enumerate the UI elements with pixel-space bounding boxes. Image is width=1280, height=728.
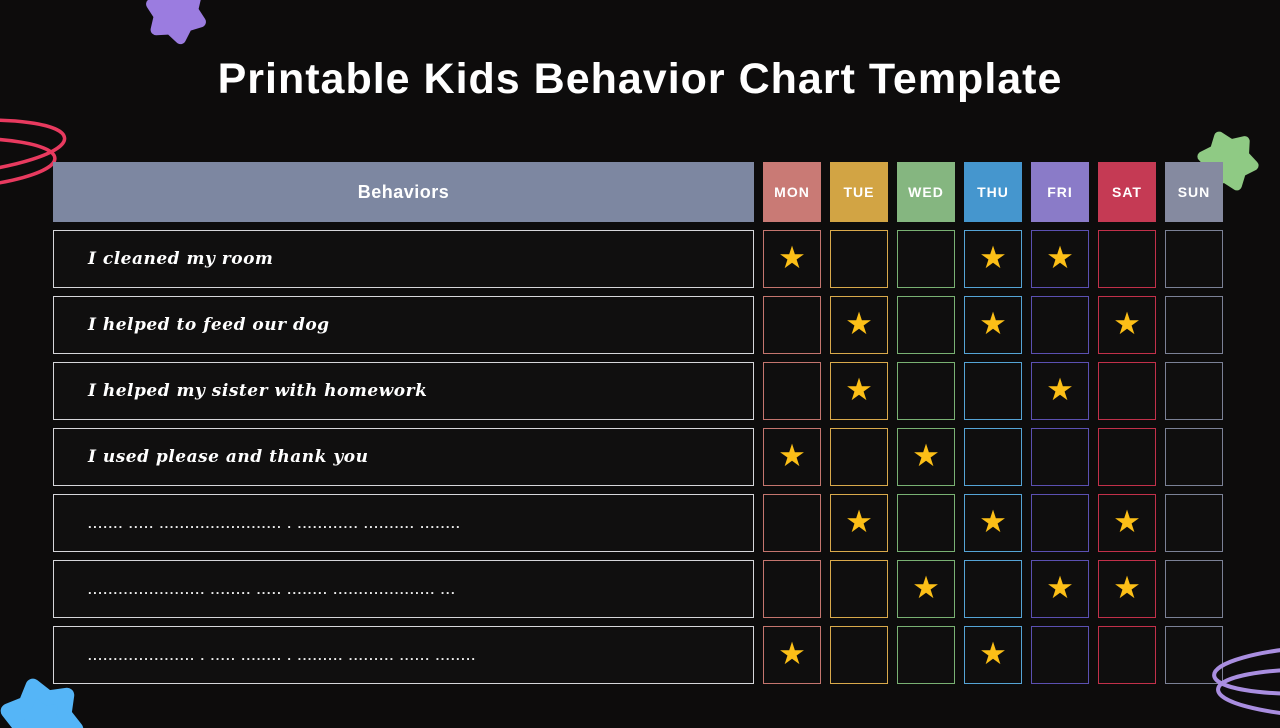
star-cell-r4-sun	[1165, 428, 1223, 486]
behavior-label: I helped to feed our dog	[53, 296, 754, 354]
behavior-label: ....................... ........ ..... .…	[53, 560, 754, 618]
star-cell-r4-thu	[964, 428, 1022, 486]
star-cell-r3-mon	[763, 362, 821, 420]
star-cell-r7-tue	[830, 626, 888, 684]
day-header-sat: SAT	[1098, 162, 1156, 222]
star-cell-r5-mon	[763, 494, 821, 552]
star-cell-r7-sat	[1098, 626, 1156, 684]
star-cell-r6-fri: ★	[1031, 560, 1089, 618]
star-cell-r7-thu: ★	[964, 626, 1022, 684]
star-cell-r2-tue: ★	[830, 296, 888, 354]
star-cell-r3-fri: ★	[1031, 362, 1089, 420]
star-cell-r4-wed: ★	[897, 428, 955, 486]
day-header-sun: SUN	[1165, 162, 1223, 222]
star-icon: ★	[845, 503, 873, 540]
star-cell-r1-mon: ★	[763, 230, 821, 288]
day-header-wed: WED	[897, 162, 955, 222]
behaviors-column-header: Behaviors	[53, 162, 754, 222]
star-cell-r4-mon: ★	[763, 428, 821, 486]
star-cell-r5-thu: ★	[964, 494, 1022, 552]
star-cell-r3-wed	[897, 362, 955, 420]
star-icon: ★	[1046, 371, 1074, 408]
star-icon: ★	[778, 437, 806, 474]
behavior-chart: Behaviors MON TUE WED THU FRI SAT SUN I cleaned…	[53, 162, 1223, 684]
star-cell-r2-sun	[1165, 296, 1223, 354]
star-cell-r4-tue	[830, 428, 888, 486]
star-cell-r7-mon: ★	[763, 626, 821, 684]
star-cell-r1-tue	[830, 230, 888, 288]
star-icon: ★	[912, 569, 940, 606]
day-header-mon: MON	[763, 162, 821, 222]
star-cell-r2-sat: ★	[1098, 296, 1156, 354]
star-cell-r6-sat: ★	[1098, 560, 1156, 618]
star-cell-r5-sun	[1165, 494, 1223, 552]
star-cell-r7-sun	[1165, 626, 1223, 684]
star-icon: ★	[979, 503, 1007, 540]
star-icon: ★	[778, 635, 806, 672]
star-cell-r2-wed	[897, 296, 955, 354]
star-cell-r3-thu	[964, 362, 1022, 420]
star-cell-r5-wed	[897, 494, 955, 552]
star-cell-r2-thu: ★	[964, 296, 1022, 354]
star-cell-r6-wed: ★	[897, 560, 955, 618]
day-header-fri: FRI	[1031, 162, 1089, 222]
star-cell-r6-sun	[1165, 560, 1223, 618]
star-icon: ★	[1113, 305, 1141, 342]
star-icon: ★	[778, 239, 806, 276]
day-header-thu: THU	[964, 162, 1022, 222]
star-cell-r6-tue	[830, 560, 888, 618]
star-cell-r3-sun	[1165, 362, 1223, 420]
star-cell-r6-mon	[763, 560, 821, 618]
star-icon: ★	[1113, 503, 1141, 540]
star-cell-r7-wed	[897, 626, 955, 684]
star-cell-r4-fri	[1031, 428, 1089, 486]
star-cell-r2-mon	[763, 296, 821, 354]
star-icon: ★	[845, 305, 873, 342]
star-cell-r6-thu	[964, 560, 1022, 618]
star-icon: ★	[1046, 239, 1074, 276]
star-icon: ★	[1046, 569, 1074, 606]
star-cell-r2-fri	[1031, 296, 1089, 354]
star-icon: ★	[1113, 569, 1141, 606]
star-cell-r1-sun	[1165, 230, 1223, 288]
star-icon: ★	[979, 635, 1007, 672]
behavior-label: ..................... . ..... ........ .…	[53, 626, 754, 684]
star-cell-r3-tue: ★	[830, 362, 888, 420]
star-icon: ★	[979, 239, 1007, 276]
star-cell-r5-fri	[1031, 494, 1089, 552]
day-header-tue: TUE	[830, 162, 888, 222]
star-cell-r1-fri: ★	[1031, 230, 1089, 288]
star-cell-r1-thu: ★	[964, 230, 1022, 288]
star-cell-r7-fri	[1031, 626, 1089, 684]
page-title: Printable Kids Behavior Chart Template	[217, 55, 1063, 103]
star-icon: ★	[845, 371, 873, 408]
star-cell-r4-sat	[1098, 428, 1156, 486]
behavior-label: I used please and thank you	[53, 428, 754, 486]
behavior-label: ....... ..... ........................ .…	[53, 494, 754, 552]
purple-star-decoration	[146, 0, 206, 45]
star-icon: ★	[979, 305, 1007, 342]
behavior-label: I cleaned my room	[53, 230, 754, 288]
star-cell-r5-sat: ★	[1098, 494, 1156, 552]
star-cell-r1-wed	[897, 230, 955, 288]
star-cell-r3-sat	[1098, 362, 1156, 420]
star-cell-r1-sat	[1098, 230, 1156, 288]
star-cell-r5-tue: ★	[830, 494, 888, 552]
star-icon: ★	[912, 437, 940, 474]
behavior-label: I helped my sister with homework	[53, 362, 754, 420]
